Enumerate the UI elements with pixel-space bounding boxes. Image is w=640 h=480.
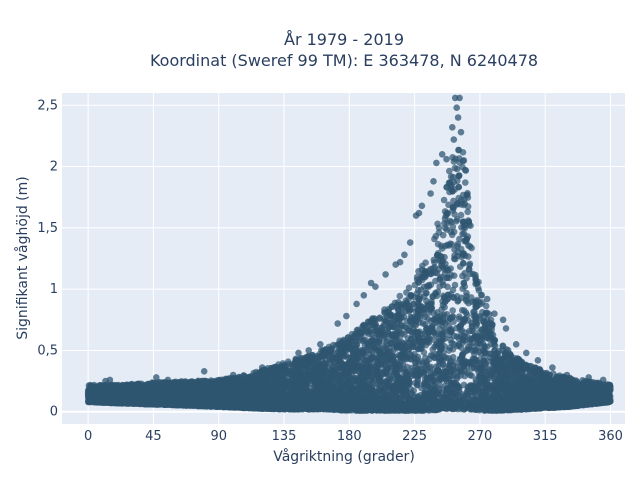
data-point [449, 307, 457, 314]
data-point [381, 306, 388, 313]
data-point [405, 284, 413, 292]
data-point [464, 208, 472, 216]
data-point [361, 336, 369, 343]
data-point [396, 292, 404, 300]
data-point [450, 272, 458, 280]
data-point [456, 235, 463, 243]
data-point [457, 211, 465, 219]
data-points [84, 94, 614, 414]
data-point [435, 224, 443, 232]
data-point [441, 304, 448, 311]
data-point [462, 179, 469, 186]
data-point [447, 173, 455, 180]
data-point [446, 167, 453, 175]
